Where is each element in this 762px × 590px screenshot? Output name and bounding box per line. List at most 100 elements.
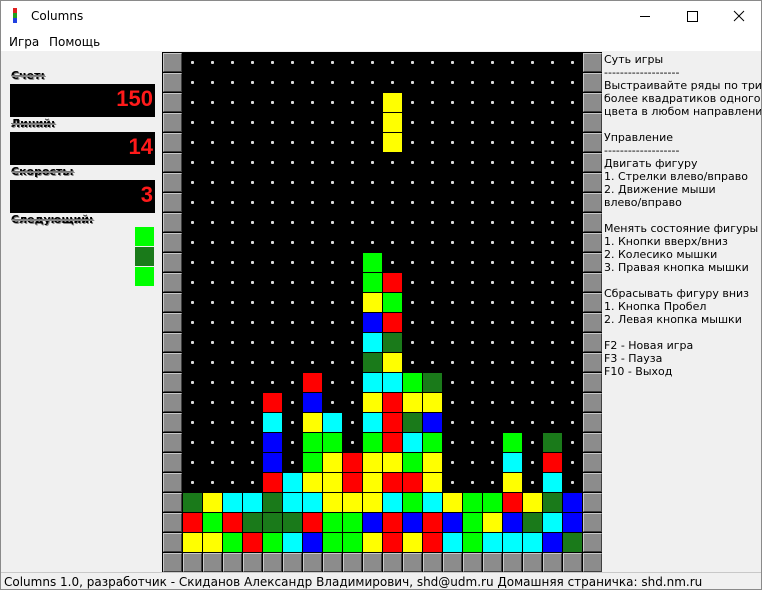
block bbox=[283, 513, 302, 532]
empty-dot bbox=[311, 101, 314, 104]
stat-box: 150 bbox=[10, 84, 155, 117]
wall-cell bbox=[163, 273, 182, 292]
stat-label: Счет: bbox=[11, 69, 45, 82]
empty-dot bbox=[451, 181, 454, 184]
empty-dot bbox=[271, 261, 274, 264]
wall-cell bbox=[203, 553, 222, 572]
game-board[interactable] bbox=[162, 52, 602, 572]
empty-dot bbox=[471, 421, 474, 424]
block bbox=[383, 413, 402, 432]
wall-cell bbox=[163, 193, 182, 212]
empty-dot bbox=[231, 201, 234, 204]
block bbox=[363, 273, 382, 292]
wall-cell bbox=[163, 173, 182, 192]
block bbox=[363, 333, 382, 352]
empty-dot bbox=[331, 261, 334, 264]
empty-dot bbox=[471, 461, 474, 464]
empty-dot bbox=[211, 141, 214, 144]
empty-dot bbox=[291, 301, 294, 304]
empty-dot bbox=[331, 301, 334, 304]
empty-dot bbox=[431, 201, 434, 204]
empty-dot bbox=[571, 261, 574, 264]
wall-cell bbox=[583, 493, 602, 512]
next-label: Следующий: bbox=[11, 213, 94, 226]
empty-dot bbox=[231, 281, 234, 284]
block bbox=[443, 533, 462, 552]
empty-dot bbox=[251, 281, 254, 284]
empty-dot bbox=[371, 121, 374, 124]
stat-box: 3 bbox=[10, 180, 155, 213]
block bbox=[403, 493, 422, 512]
empty-dot bbox=[351, 241, 354, 244]
block bbox=[463, 513, 482, 532]
empty-dot bbox=[531, 61, 534, 64]
block bbox=[423, 453, 442, 472]
empty-dot bbox=[491, 281, 494, 284]
empty-dot bbox=[531, 221, 534, 224]
block bbox=[503, 493, 522, 512]
block bbox=[403, 413, 422, 432]
empty-dot bbox=[371, 141, 374, 144]
empty-dot bbox=[451, 461, 454, 464]
empty-dot bbox=[211, 101, 214, 104]
wall-cell bbox=[283, 553, 302, 572]
help-line: ------------------- bbox=[604, 66, 680, 79]
block bbox=[303, 493, 322, 512]
empty-dot bbox=[491, 301, 494, 304]
block bbox=[363, 453, 382, 472]
empty-dot bbox=[271, 101, 274, 104]
empty-dot bbox=[371, 81, 374, 84]
stat-box: 14 bbox=[10, 132, 155, 165]
empty-dot bbox=[291, 221, 294, 224]
empty-dot bbox=[311, 341, 314, 344]
empty-dot bbox=[331, 81, 334, 84]
block bbox=[543, 433, 562, 452]
block bbox=[223, 513, 242, 532]
empty-dot bbox=[551, 401, 554, 404]
empty-dot bbox=[531, 321, 534, 324]
wall-cell bbox=[583, 113, 602, 132]
empty-dot bbox=[531, 141, 534, 144]
status-text: Columns 1.0, разработчик - Скиданов Алек… bbox=[4, 575, 703, 589]
empty-dot bbox=[231, 161, 234, 164]
block bbox=[423, 413, 442, 432]
empty-dot bbox=[451, 101, 454, 104]
empty-dot bbox=[451, 481, 454, 484]
empty-dot bbox=[331, 61, 334, 64]
empty-dot bbox=[511, 81, 514, 84]
block bbox=[263, 513, 282, 532]
empty-dot bbox=[211, 321, 214, 324]
empty-dot bbox=[571, 441, 574, 444]
block bbox=[383, 373, 402, 392]
empty-dot bbox=[291, 461, 294, 464]
empty-dot bbox=[251, 81, 254, 84]
empty-dot bbox=[531, 121, 534, 124]
empty-dot bbox=[491, 461, 494, 464]
empty-dot bbox=[351, 361, 354, 364]
empty-dot bbox=[571, 461, 574, 464]
help-line: Двигать фигуру bbox=[604, 157, 698, 170]
window-title: Columns bbox=[31, 9, 84, 23]
menu-item[interactable]: Помощь bbox=[49, 35, 101, 49]
empty-dot bbox=[211, 121, 214, 124]
empty-dot bbox=[551, 221, 554, 224]
wall-cell bbox=[183, 553, 202, 572]
block bbox=[403, 453, 422, 472]
block bbox=[463, 493, 482, 512]
block bbox=[403, 373, 422, 392]
close-button[interactable] bbox=[733, 10, 745, 22]
block bbox=[423, 473, 442, 492]
wall-cell bbox=[583, 153, 602, 172]
empty-dot bbox=[331, 341, 334, 344]
maximize-button[interactable] bbox=[687, 11, 698, 22]
block bbox=[303, 413, 322, 432]
help-line: 2. Движение мыши bbox=[604, 183, 716, 196]
wall-cell bbox=[163, 453, 182, 472]
empty-dot bbox=[491, 221, 494, 224]
empty-dot bbox=[571, 161, 574, 164]
empty-dot bbox=[491, 341, 494, 344]
block bbox=[403, 513, 422, 532]
menu-item[interactable]: Игра bbox=[9, 35, 40, 49]
empty-dot bbox=[351, 321, 354, 324]
empty-dot bbox=[491, 441, 494, 444]
